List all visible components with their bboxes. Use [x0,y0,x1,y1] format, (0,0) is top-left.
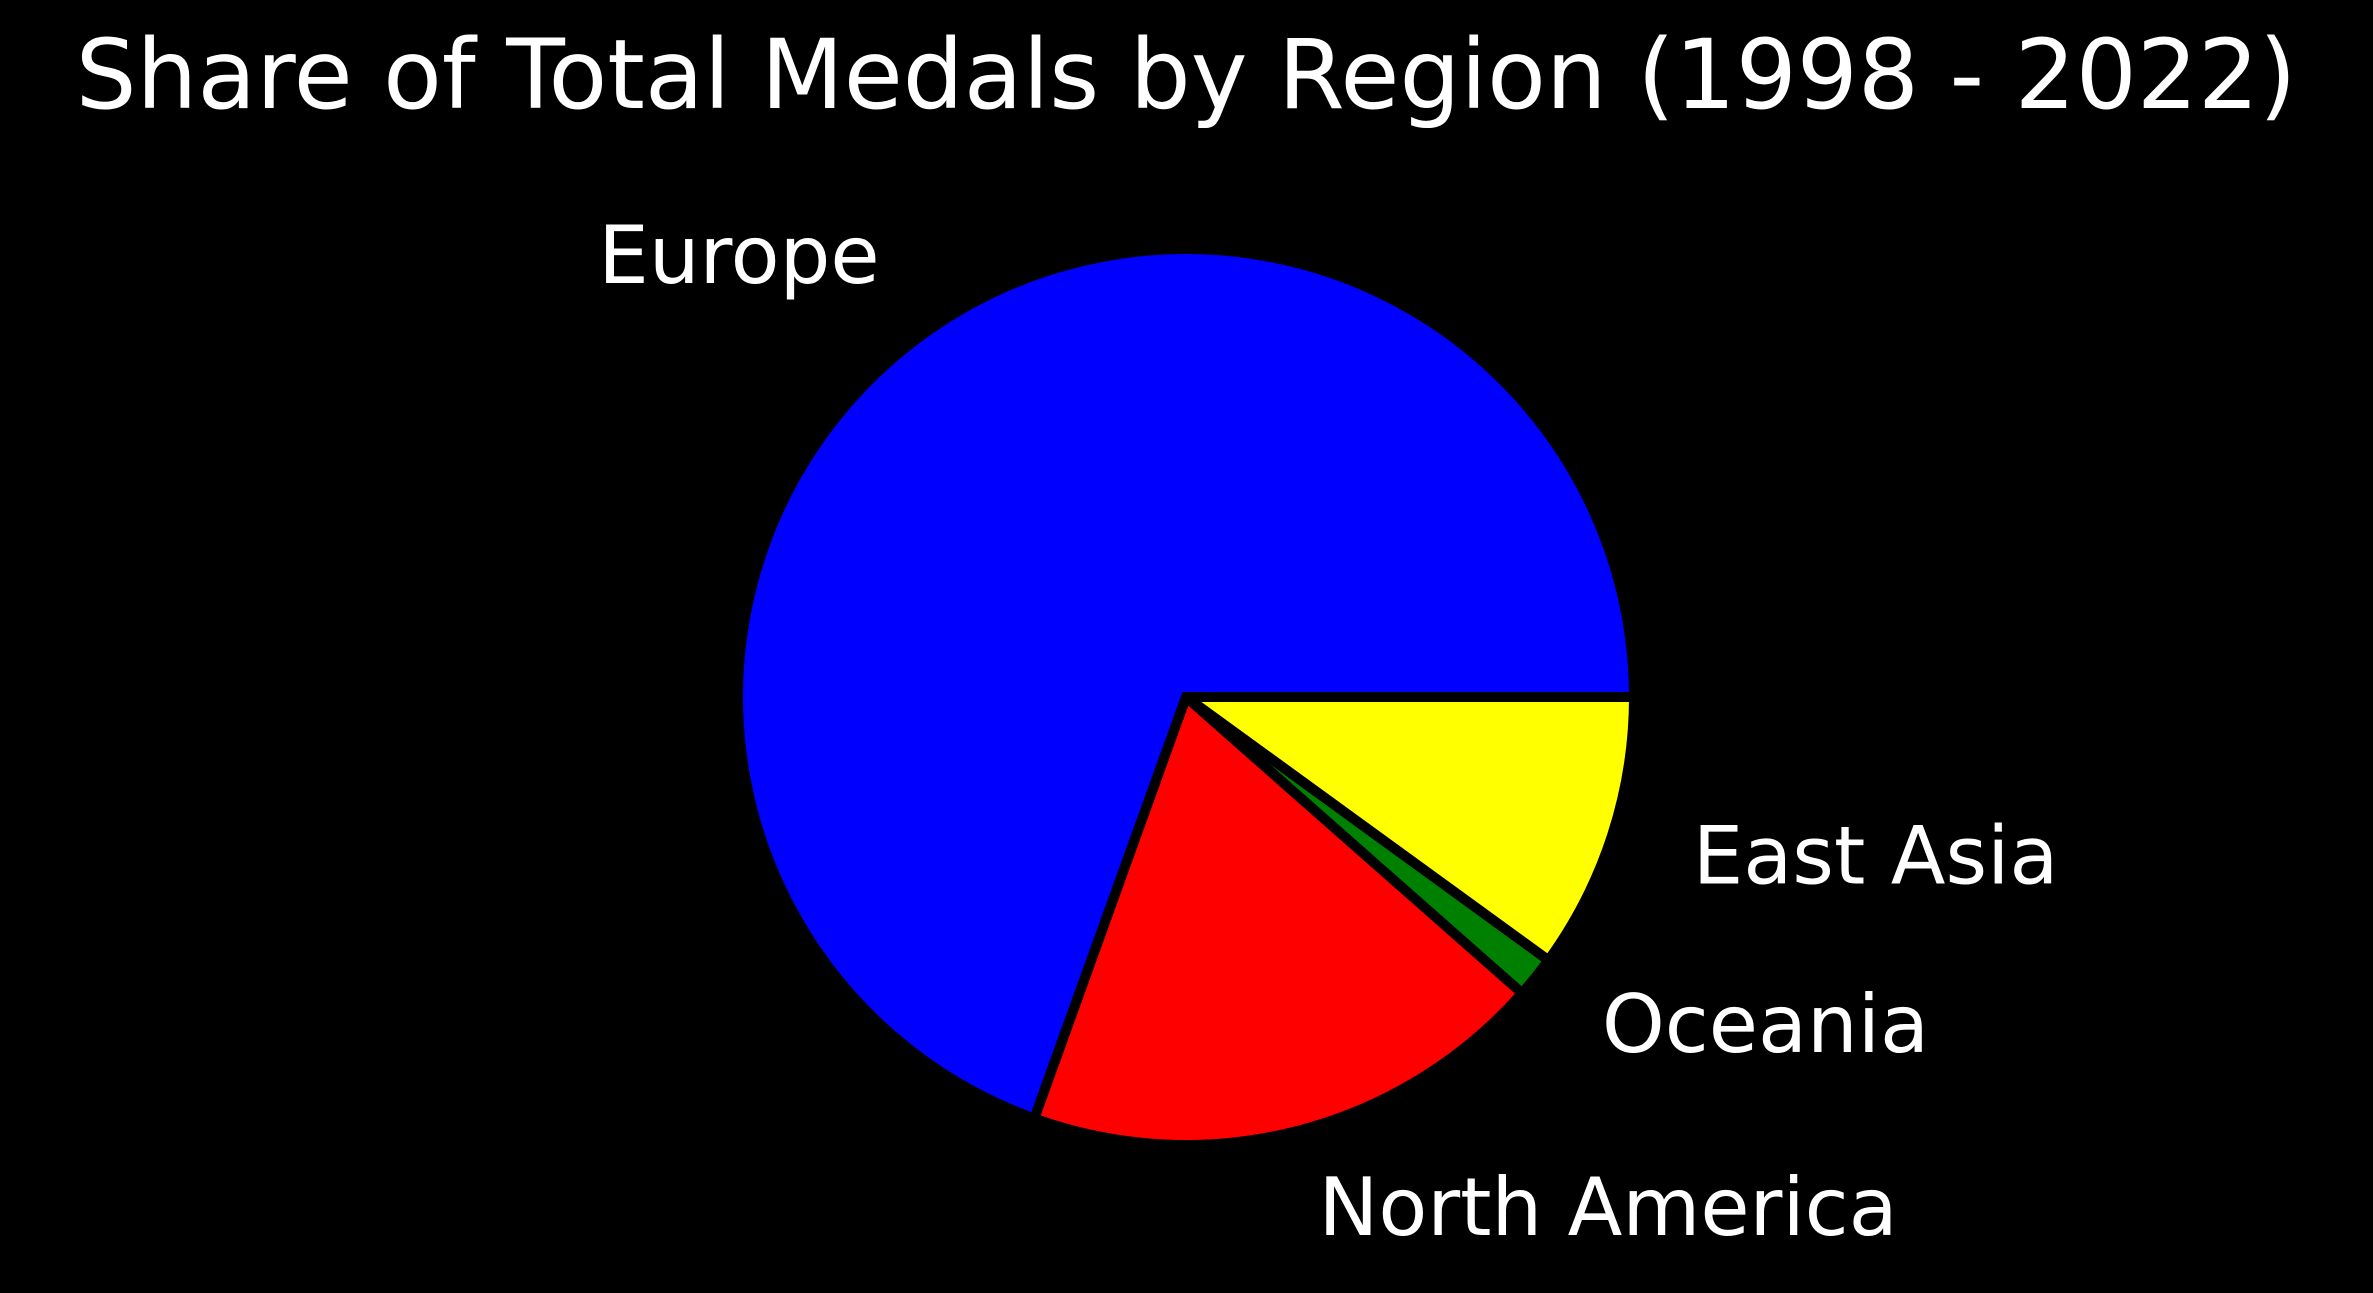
pie-slice-north-america [1027,688,1530,1150]
pie-slices [733,243,1640,1150]
pie-labels: East Asia Oceania North America Europe [598,209,2058,1254]
pie-label-north-america: North America [1319,1161,1898,1254]
pie-slice-europe [733,243,1640,1125]
pie-label-europe: Europe [598,209,879,302]
pie-label-oceania: Oceania [1602,978,1929,1071]
pie-label-east-asia: East Asia [1693,810,2059,903]
pie-slice-east-asia [1170,692,1640,968]
chart-title: Share of Total Medals by Region (1998 - … [76,19,2297,131]
